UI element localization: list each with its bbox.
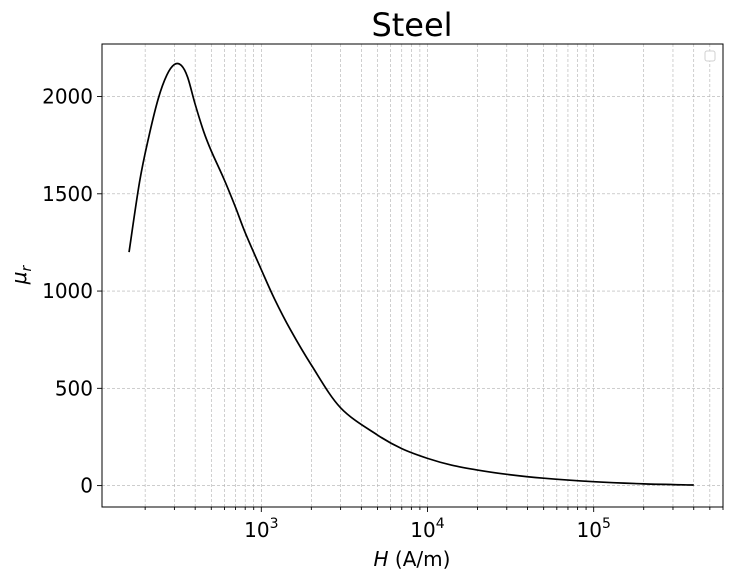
y-tick-label: 2000 [42,85,93,109]
legend-box [704,50,716,62]
x-tick-label-base: 10 [244,518,269,542]
y-tick-label: 1500 [42,182,93,206]
y-tick-label: 500 [55,376,93,400]
grid [102,44,724,507]
plot-frame [101,43,724,508]
x-tick-label: 105 [576,516,610,542]
x-tick-label: 104 [410,516,444,542]
y-tick-label: 0 [80,474,93,498]
x-tick-label-exponent: 5 [602,516,611,532]
chart-title: Steel [371,6,452,44]
series-line [128,62,694,486]
x-axis-label-symbol: H [374,547,389,571]
x-tick-label-base: 10 [410,518,435,542]
y-axis-label-symbol: μ [7,272,31,286]
x-tick-label-base: 10 [576,518,601,542]
x-tick-label-exponent: 3 [270,516,279,532]
y-axis-label: μr [7,265,35,286]
x-axis-label: H (A/m) [374,547,451,571]
x-tick-label: 103 [244,516,278,542]
y-tick-label: 1000 [42,279,93,303]
x-tick-label-exponent: 4 [436,516,445,532]
x-axis-label-unit: (A/m) [389,547,451,571]
y-axis-label-subscript: r [19,265,35,272]
